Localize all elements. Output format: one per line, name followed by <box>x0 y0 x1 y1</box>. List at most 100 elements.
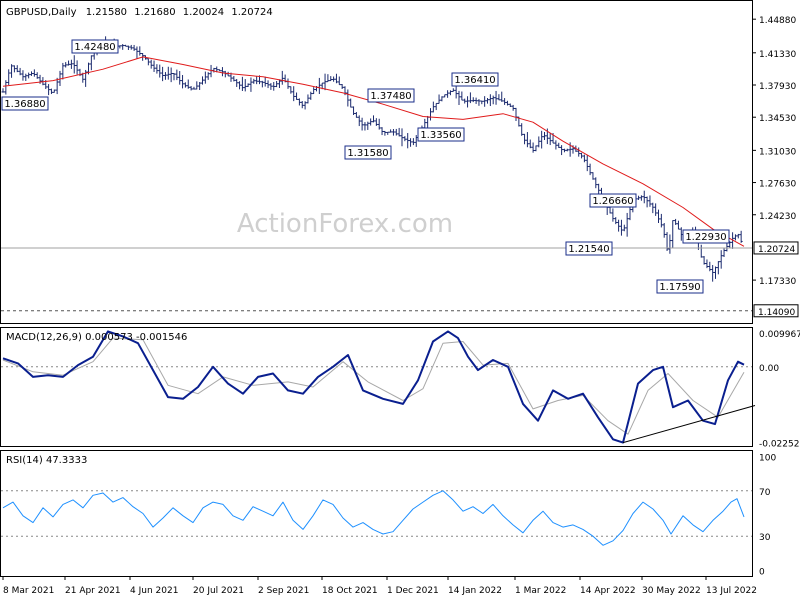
ohlc-bar <box>369 118 373 126</box>
ohlc-bar <box>12 65 16 73</box>
ohlc-bar <box>146 58 150 66</box>
level-annotation: 1.42480 <box>71 39 119 54</box>
ohlc-bar <box>24 73 28 81</box>
chart-header: GBPUSD,Daily 1.21580 1.21680 1.20024 1.2… <box>6 7 273 18</box>
ohlc-bar <box>41 77 45 86</box>
ohlc-bar <box>346 89 350 107</box>
ohlc-bar <box>457 90 461 105</box>
symbol-label: GBPUSD,Daily <box>6 7 77 18</box>
annotation-box <box>589 193 637 208</box>
ohlc-bar <box>637 195 641 200</box>
ohlc-bar <box>295 92 299 100</box>
ohlc-bar <box>206 72 210 80</box>
watermark-text: ActionForex.com <box>237 209 453 239</box>
ohlc-open: 1.21580 <box>86 7 127 18</box>
ohlc-bar <box>289 86 293 94</box>
ohlc-bar <box>186 79 190 89</box>
annotation-text: 1.31580 <box>347 148 388 159</box>
ohlc-bar <box>525 132 529 148</box>
ohlc-bar <box>380 127 384 136</box>
ohlc-bar <box>674 218 678 225</box>
x-tick-label: 8 Mar 2021 <box>3 586 54 596</box>
ohlc-bar <box>711 264 715 282</box>
x-tick-label: 2 Sep 2021 <box>258 586 309 596</box>
ohlc-bar <box>668 234 672 254</box>
ohlc-low: 1.20024 <box>183 7 224 18</box>
ohlc-bar <box>349 98 353 108</box>
ohlc-bar <box>460 91 464 101</box>
ohlc-bar <box>121 44 125 50</box>
ohlc-bar <box>523 133 527 145</box>
ohlc-bar <box>272 81 276 91</box>
macd-title: MACD(12,26,9) 0.000573 -0.001546 <box>6 332 187 343</box>
price-tick-label: 1.24230 <box>759 212 796 222</box>
ohlc-bar <box>511 104 515 111</box>
ohlc-bar <box>480 100 484 105</box>
ohlc-bar <box>192 86 196 90</box>
x-tick-label: 14 Apr 2022 <box>580 586 636 596</box>
ohlc-bar <box>645 196 649 208</box>
ohlc-bar <box>642 190 646 204</box>
ohlc-bar <box>582 154 586 163</box>
ohlc-bar <box>622 224 626 232</box>
ohlc-bar <box>263 76 267 87</box>
macd-signal-line <box>2 337 745 435</box>
level-annotation: 1.36880 <box>1 96 49 111</box>
ohlc-bar <box>354 112 358 118</box>
ohlc-bar <box>537 136 541 148</box>
ohlc-bar <box>448 90 452 96</box>
x-tick-label: 1 Dec 2021 <box>387 586 439 596</box>
ohlc-bar <box>400 128 404 147</box>
ohlc-bar <box>508 103 512 107</box>
ohlc-bar <box>557 142 561 148</box>
x-tick-label: 20 Jul 2021 <box>193 586 244 596</box>
ohlc-bar <box>329 76 333 82</box>
ohlc-bar <box>269 83 273 90</box>
ohlc-bar <box>614 217 618 225</box>
ohlc-bar <box>540 130 544 149</box>
ohlc-bar <box>580 152 584 159</box>
ohlc-bar <box>483 96 487 107</box>
ohlc-bar <box>129 44 133 50</box>
macd-tick-label: 0.00 <box>759 364 779 374</box>
ohlc-bar <box>488 94 492 107</box>
ohlc-bar <box>135 46 139 59</box>
ohlc-bar <box>577 147 581 157</box>
ohlc-bar <box>662 222 666 238</box>
ohlc-bar <box>275 80 279 88</box>
ohlc-bar <box>198 81 202 91</box>
ohlc-bar <box>306 94 310 104</box>
annotation-text: 1.42480 <box>74 42 115 53</box>
axis-layer: 1.44880 1.41330 1.37930 1.34530 1.31030 1.276… <box>2 16 800 596</box>
rsi-layer <box>1 490 752 546</box>
ohlc-bar <box>323 73 327 91</box>
ohlc-bar <box>124 44 128 47</box>
level-annotation: 1.26660 <box>589 193 637 208</box>
ohlc-bar <box>591 172 595 180</box>
rsi-title: RSI(14) 47.3333 <box>6 455 87 466</box>
annotation-text: 1.22930 <box>685 232 726 243</box>
level-annotation: 1.36410 <box>451 72 499 87</box>
ohlc-bar <box>15 65 19 73</box>
ohlc-bar <box>175 69 179 81</box>
price-tick-label: 1.44880 <box>759 16 796 26</box>
ohlc-bar <box>671 220 675 249</box>
price-layer: 1.42480 1.36880 1.37480 1.36410 1.33560 1.315… <box>1 36 752 312</box>
x-tick-label: 14 Jan 2022 <box>448 586 502 596</box>
ohlc-bar <box>326 74 330 83</box>
ohlc-bar <box>443 94 447 98</box>
ohlc-bar <box>619 219 623 236</box>
ohlc-bar <box>266 80 270 89</box>
ohlc-bar <box>565 148 569 152</box>
ohlc-bar <box>292 86 296 102</box>
annotation-box <box>344 145 392 160</box>
price-tick-label: 1.17330 <box>759 277 796 287</box>
ohlc-bar <box>163 72 167 80</box>
ohlc-bar <box>651 202 655 214</box>
ohlc-bar <box>340 83 344 90</box>
ohlc-bar <box>10 64 14 78</box>
ohlc-bar <box>617 219 621 232</box>
ohlc-bar <box>389 129 393 133</box>
ohlc-bar <box>594 177 598 189</box>
